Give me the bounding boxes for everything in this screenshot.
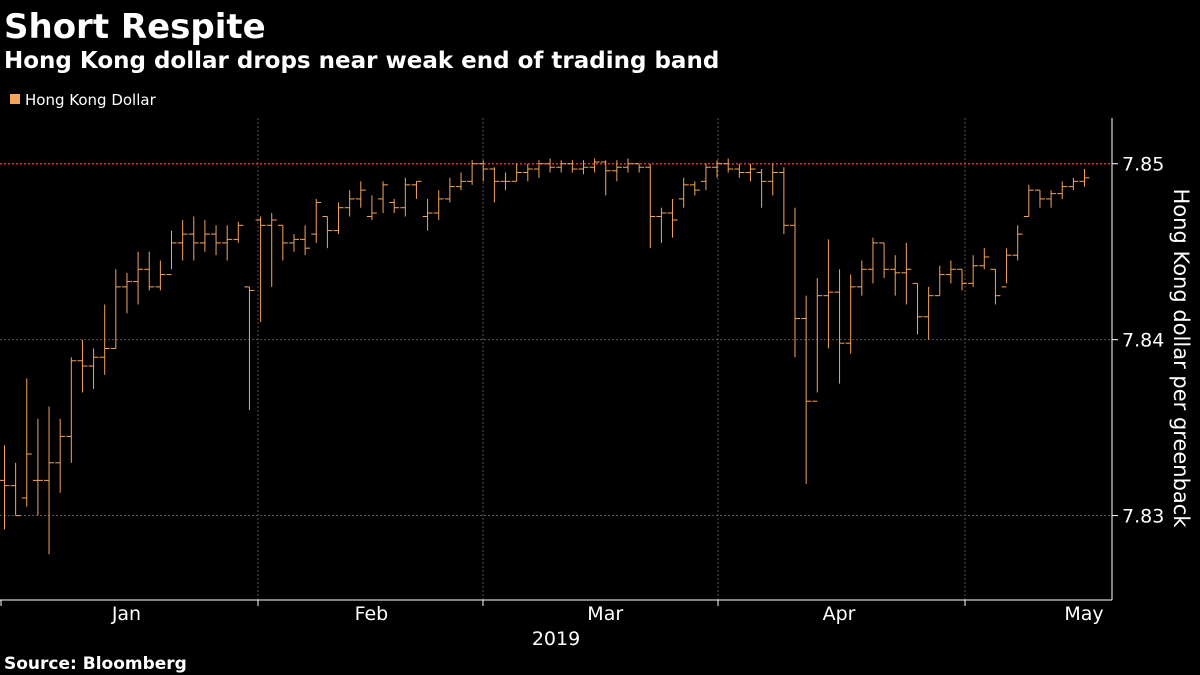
month-separators — [257, 118, 966, 600]
source: Source: Bloomberg — [4, 654, 187, 674]
y-tick-label: 7.84 — [1122, 330, 1164, 352]
legend-label: Hong Kong Dollar — [25, 91, 157, 109]
y-axis-label: Hong Kong dollar per greenback — [1169, 189, 1193, 529]
x-tick-label: May — [1064, 603, 1103, 625]
chart-title: Short Respite — [4, 7, 266, 47]
legend-swatch — [10, 94, 20, 104]
y-tick-label: 7.85 — [1122, 154, 1164, 176]
x-axis-label: 2019 — [532, 628, 580, 650]
x-tick-label: Mar — [587, 603, 623, 625]
y-tick-label: 7.83 — [1122, 506, 1164, 528]
x-tick-label: Jan — [111, 603, 141, 625]
month-ticks — [0, 600, 966, 606]
x-tick-label: Apr — [823, 603, 856, 625]
chart-subtitle: Hong Kong dollar drops near weak end of … — [4, 48, 719, 74]
x-tick-label: Feb — [355, 603, 389, 625]
